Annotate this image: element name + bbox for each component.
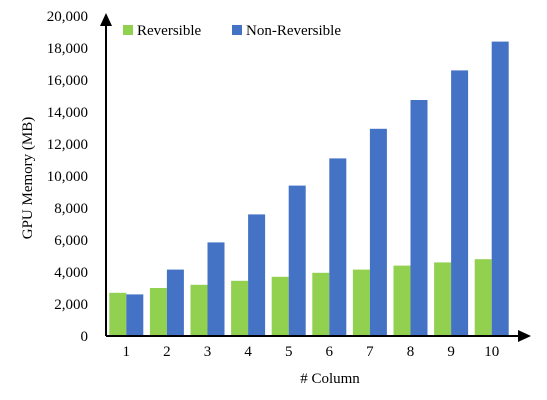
- y-tick-label: 8,000: [54, 201, 88, 217]
- y-tick-label: 14,000: [47, 105, 88, 121]
- bar-reversible-9: [434, 262, 452, 336]
- legend-label-reversible: Reversible: [137, 23, 201, 39]
- x-tick-label: 7: [366, 344, 374, 360]
- bar-reversible-3: [190, 284, 208, 336]
- y-tick-label: 12,000: [47, 137, 88, 153]
- bar-non-reversible-8: [410, 100, 428, 336]
- y-tick-label: 4,000: [54, 265, 88, 281]
- bar-reversible-6: [312, 272, 330, 336]
- y-axis-arrow: [100, 13, 112, 26]
- x-tick-label: 4: [244, 344, 252, 360]
- legend-swatch-non-reversible: [232, 25, 242, 35]
- bar-reversible-8: [393, 265, 411, 336]
- legend: Reversible Non-Reversible: [123, 23, 341, 39]
- bar-reversible-10: [474, 259, 492, 336]
- legend-swatch-reversible: [123, 25, 133, 35]
- x-tick-label: 2: [163, 344, 171, 360]
- bar-reversible-5: [271, 276, 289, 336]
- y-tick-label: 0: [81, 329, 89, 345]
- bar-non-reversible-9: [451, 70, 469, 337]
- x-tick-label: 8: [407, 344, 415, 360]
- bars: [109, 41, 509, 337]
- y-tick-label: 18,000: [47, 41, 88, 57]
- bar-non-reversible-6: [329, 158, 347, 336]
- y-tick-label: 2,000: [54, 297, 88, 313]
- bar-reversible-7: [352, 269, 370, 336]
- x-tick-label: 5: [285, 344, 293, 360]
- y-tick-label: 20,000: [47, 9, 88, 25]
- bar-non-reversible-7: [369, 128, 387, 336]
- bar-non-reversible-2: [166, 269, 184, 336]
- bar-reversible-2: [149, 288, 167, 336]
- y-tick-label: 16,000: [47, 73, 88, 89]
- x-tick-label: 3: [204, 344, 212, 360]
- bar-non-reversible-3: [207, 242, 225, 336]
- y-axis-title: GPU Memory (MB): [20, 117, 36, 240]
- bar-reversible-4: [231, 280, 249, 336]
- bar-non-reversible-4: [248, 214, 266, 336]
- y-tick-label: 10,000: [47, 169, 88, 185]
- axes: [100, 13, 531, 342]
- x-tick-labels: 1 2 3 4 5 6 7 8 9 10: [123, 344, 500, 360]
- legend-label-non-reversible: Non-Reversible: [246, 23, 341, 39]
- bar-non-reversible-5: [288, 185, 306, 336]
- x-tick-label: 10: [484, 344, 499, 360]
- bar-non-reversible-10: [491, 41, 509, 336]
- y-tick-labels: 0 2,000 4,000 6,000 8,000 10,000 12,000 14,000 1…: [47, 9, 88, 345]
- x-tick-label: 6: [326, 344, 334, 360]
- x-axis-arrow: [518, 330, 531, 342]
- x-tick-label: 1: [123, 344, 131, 360]
- bar-non-reversible-1: [126, 294, 144, 336]
- y-tick-label: 6,000: [54, 233, 88, 249]
- x-axis-title: # Column: [300, 371, 360, 387]
- x-tick-label: 9: [447, 344, 455, 360]
- bar-reversible-1: [109, 292, 127, 336]
